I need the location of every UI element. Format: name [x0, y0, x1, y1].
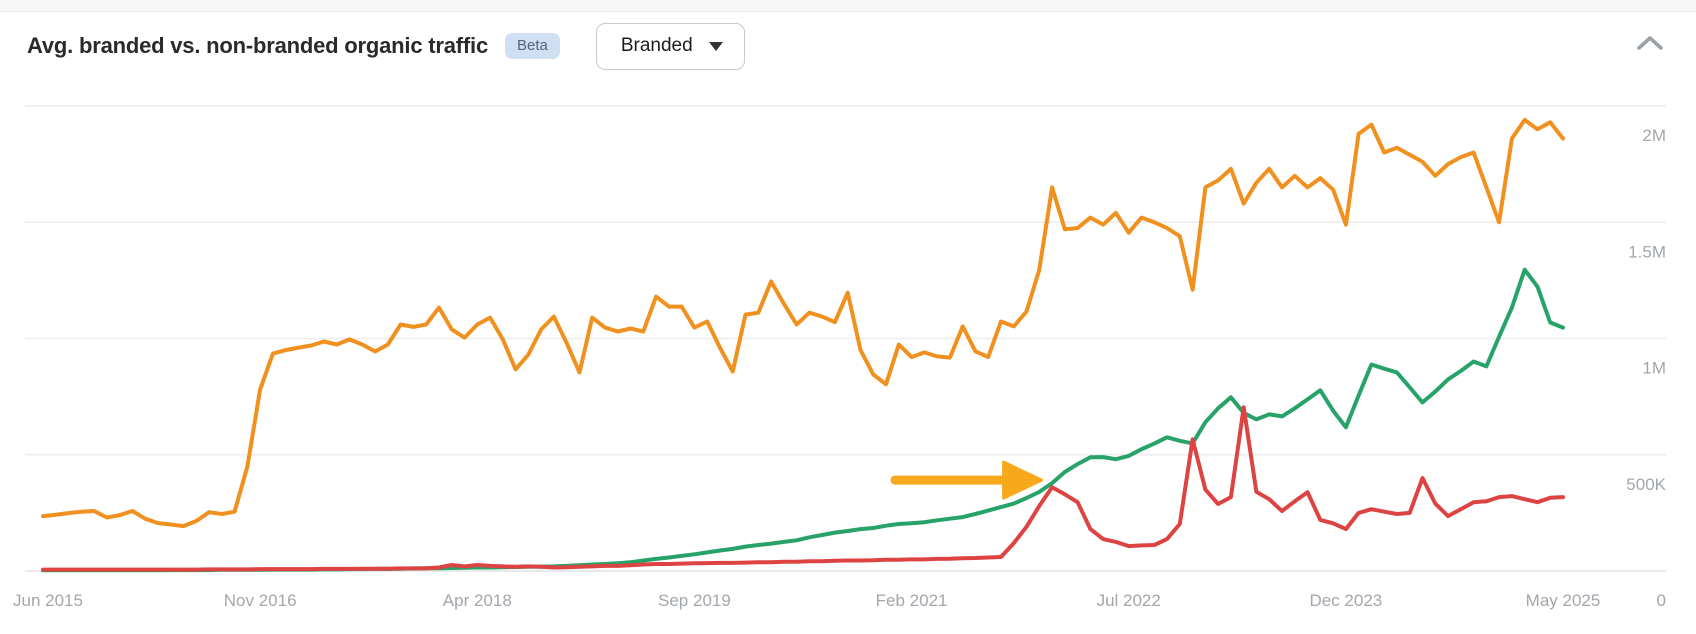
x-tick-label-Apr 2018: Apr 2018 [443, 591, 512, 610]
chevron-up-icon [1637, 36, 1663, 50]
y-tick-label-500K: 500K [1626, 475, 1666, 494]
page-title: Avg. branded vs. non-branded organic tra… [27, 33, 488, 58]
x-tick-label-Sep 2019: Sep 2019 [658, 591, 731, 610]
x-tick-label-Feb 2021: Feb 2021 [876, 591, 948, 610]
x-tick-label-Jun 2015: Jun 2015 [13, 591, 83, 610]
y-tick-label-2M: 2M [1642, 126, 1666, 145]
header: Avg. branded vs. non-branded organic tra… [27, 22, 745, 70]
branded-mode-dropdown[interactable]: Branded [595, 22, 745, 70]
series-red-line [41, 405, 1565, 572]
annotation-arrow-head [1002, 460, 1044, 500]
x-tick-label-May 2025: May 2025 [1526, 591, 1601, 610]
collapse-button[interactable] [1634, 30, 1666, 56]
beta-badge: Beta [505, 33, 560, 59]
top-strip [0, 0, 1696, 12]
y-tick-label-0: 0 [1657, 591, 1666, 610]
x-tick-label-Nov 2016: Nov 2016 [224, 591, 297, 610]
dropdown-selected-value: Branded [620, 35, 693, 56]
x-tick-label-Jul 2022: Jul 2022 [1097, 591, 1161, 610]
series-orange-line [41, 117, 1565, 529]
y-tick-label-1M: 1M [1642, 359, 1666, 378]
y-tick-label-1.5M: 1.5M [1628, 242, 1666, 261]
x-tick-label-Dec 2023: Dec 2023 [1309, 591, 1382, 610]
caret-down-icon [708, 41, 723, 51]
